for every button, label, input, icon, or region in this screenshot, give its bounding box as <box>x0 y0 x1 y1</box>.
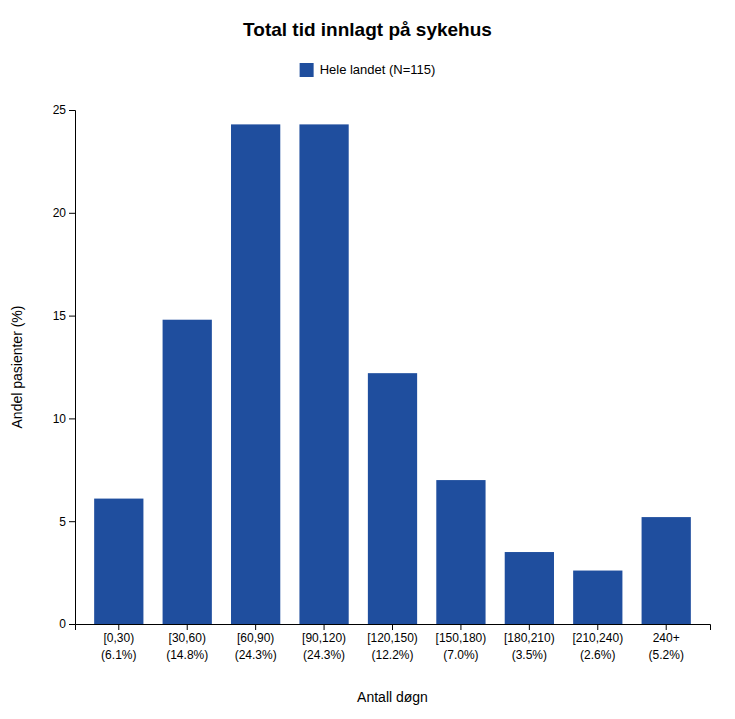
x-tick-sublabel: (3.5%) <box>512 648 547 662</box>
x-tick-label: [120,150) <box>367 631 418 645</box>
x-tick: [120,150) (12.2%) <box>367 624 418 662</box>
x-tick-sublabel: (24.3%) <box>235 648 277 662</box>
y-tick: 20 <box>53 206 75 220</box>
x-tick-sublabel: (6.1%) <box>101 648 136 662</box>
x-tick-mark <box>529 624 530 630</box>
y-tick-label: 5 <box>59 515 66 529</box>
y-tick-label: 0 <box>59 617 66 631</box>
bar <box>642 517 691 624</box>
x-tick: [0,30) (6.1%) <box>101 624 136 662</box>
y-tick-mark <box>69 316 75 317</box>
bar <box>436 480 485 624</box>
y-tick-mark <box>69 418 75 419</box>
x-tick: [210,240) (2.6%) <box>572 624 623 662</box>
x-tick-sublabel: (2.6%) <box>580 648 615 662</box>
x-tick-label: [0,30) <box>103 631 134 645</box>
bar <box>163 320 212 624</box>
x-tick-mark <box>460 624 461 630</box>
y-tick-label: 25 <box>53 103 67 117</box>
x-tick-sublabel: (24.3%) <box>303 648 345 662</box>
bar <box>231 124 280 624</box>
y-tick-mark <box>69 213 75 214</box>
title: Total tid innlagt på sykehus <box>243 19 492 40</box>
x-tick-sublabel: (14.8%) <box>166 648 208 662</box>
x-tick-label: [180,210) <box>504 631 555 645</box>
x-tick-mark <box>666 624 667 630</box>
x-tick-sublabel: (12.2%) <box>371 648 413 662</box>
x-tick: [90,120) (24.3%) <box>302 624 346 662</box>
x-tick-sublabel: (7.0%) <box>443 648 478 662</box>
x-axis: [0,30) (6.1%) [30,60) (14.8%) [60,90) (24.3%)… <box>76 624 711 662</box>
bar <box>368 373 417 624</box>
y-tick: 25 <box>53 103 75 117</box>
legend: Hele landet (N=115) <box>300 62 436 77</box>
y-axis: 0 5 10 15 20 25 <box>53 103 76 631</box>
x-tick-mark <box>255 624 256 630</box>
x-axis-title: Antall døgn <box>357 689 428 705</box>
x-tick: [150,180) (7.0%) <box>436 624 487 662</box>
legend-label: Hele landet (N=115) <box>320 62 436 77</box>
legend-item: Hele landet (N=115) <box>300 62 436 77</box>
x-tick-label: [60,90) <box>237 631 274 645</box>
y-tick: 10 <box>53 412 75 426</box>
x-tick: [180,210) (3.5%) <box>504 624 555 662</box>
x-tick-sublabel: (5.2%) <box>649 648 684 662</box>
y-axis-line <box>69 111 76 625</box>
legend-swatch <box>300 63 314 77</box>
x-tick: 240+ (5.2%) <box>649 624 684 662</box>
y-tick: 0 <box>59 617 75 631</box>
y-tick-label: 20 <box>53 206 67 220</box>
plot: 0 5 10 15 20 25 [0,30) (6.1%) [30,60) (14.8%) [60,… <box>53 103 711 661</box>
y-tick-mark <box>69 521 75 522</box>
x-tick-mark <box>187 624 188 630</box>
x-tick-mark <box>324 624 325 630</box>
x-tick-mark <box>118 624 119 630</box>
x-tick-mark <box>597 624 598 630</box>
y-tick-label: 10 <box>53 412 67 426</box>
x-axis-line <box>76 625 711 631</box>
y-tick: 15 <box>53 309 75 323</box>
x-tick: [60,90) (24.3%) <box>235 624 277 662</box>
x-tick-mark <box>392 624 393 630</box>
x-tick-label: [90,120) <box>302 631 346 645</box>
bar <box>505 552 554 624</box>
bar <box>94 499 143 624</box>
bars <box>94 124 691 624</box>
bar <box>299 124 348 624</box>
x-tick-label: [30,60) <box>169 631 206 645</box>
y-tick-mark <box>69 110 75 111</box>
y-tick-label: 15 <box>53 309 67 323</box>
x-tick-label: 240+ <box>653 631 680 645</box>
bar <box>573 571 622 624</box>
y-tick-mark <box>69 624 75 625</box>
y-tick: 5 <box>59 515 75 529</box>
x-tick-label: [210,240) <box>572 631 623 645</box>
y-axis-title: Andel pasienter (%) <box>9 306 25 429</box>
x-tick: [30,60) (14.8%) <box>166 624 208 662</box>
x-tick-label: [150,180) <box>436 631 487 645</box>
chart: 0 5 10 15 20 25 [0,30) (6.1%) [30,60) (14.8%) [60,… <box>0 0 735 719</box>
